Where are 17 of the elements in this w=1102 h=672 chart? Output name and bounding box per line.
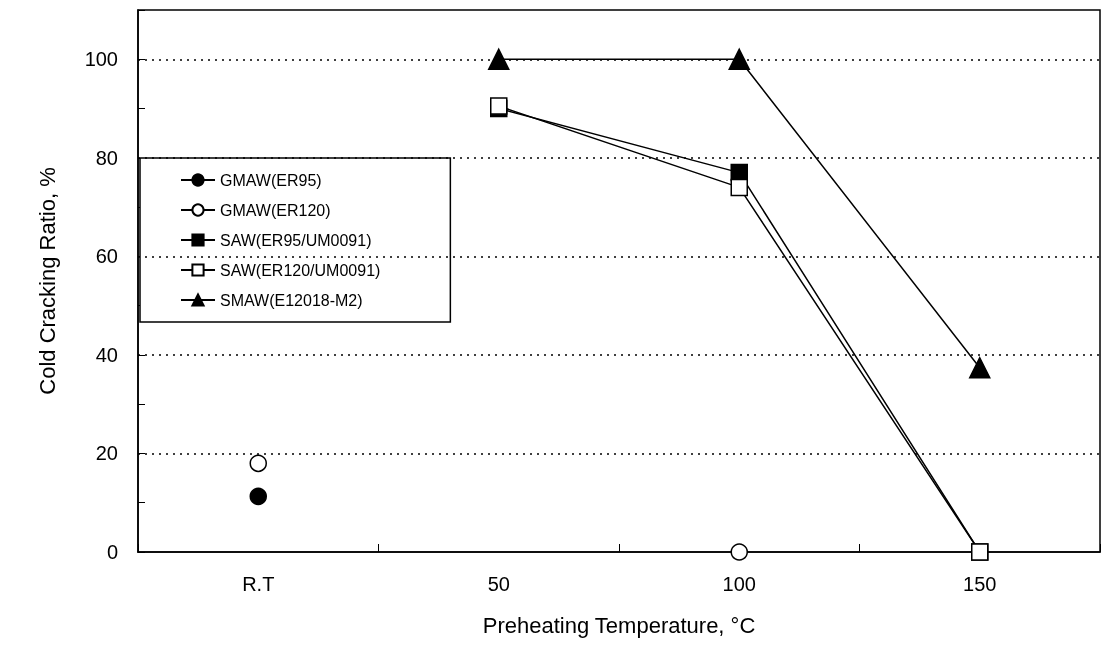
y-tick-label: 40 — [95, 343, 118, 366]
y-tick-label: 100 — [84, 48, 118, 71]
y-tick-label: 60 — [95, 245, 118, 268]
legend-label: SAW(ER120/UM0091) — [220, 261, 381, 279]
legend-label: GMAW(ER120) — [220, 201, 331, 219]
y-tick-label: 20 — [95, 442, 118, 465]
x-tick-label: R.T — [242, 573, 275, 595]
x-tick-label: 100 — [722, 573, 756, 595]
y-tick-label: 80 — [95, 146, 118, 169]
x-tick-label: 50 — [487, 573, 510, 595]
legend-label: SMAW(E12018-M2) — [220, 291, 363, 309]
y-tick-label: 0 — [106, 541, 118, 563]
x-axis-title: Preheating Temperature, °C — [482, 612, 756, 638]
y-axis-title: Cold Cracking Ratio, % — [34, 167, 60, 395]
legend-label: GMAW(ER95) — [220, 171, 322, 189]
legend-label: SAW(ER95/UM0091) — [220, 231, 372, 249]
x-tick-label: 150 — [963, 573, 997, 595]
